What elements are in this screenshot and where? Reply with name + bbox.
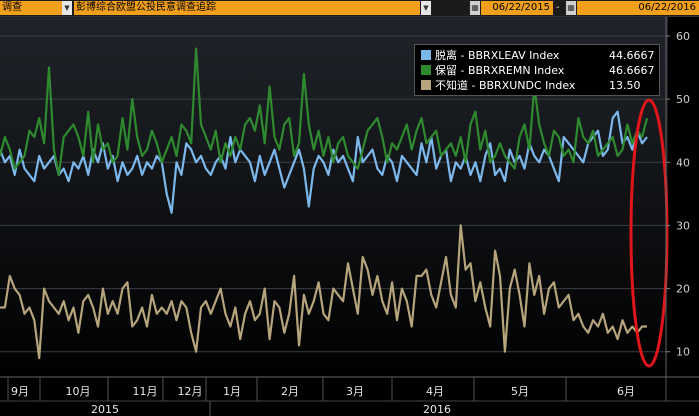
y-tick-label: 30 (676, 219, 690, 232)
legend-swatch-undecided (421, 80, 431, 90)
legend-label-remain: 保留 - BBRXREMN Index (435, 64, 565, 77)
x-tick-label: 4月 (426, 385, 444, 398)
x-tick-label: 11月 (133, 385, 158, 398)
x-tick-label: 5月 (511, 385, 529, 398)
x-tick-label: 12月 (178, 385, 203, 398)
x-tick-label: 9月 (11, 385, 29, 398)
y-tick-label: 10 (676, 346, 690, 359)
y-tick-label: 40 (676, 156, 690, 169)
series-line-2 (0, 224, 647, 360)
legend-item-leave[interactable]: 脱离 - BBRXLEAV Index 44.6667 (421, 48, 655, 63)
date-separator: - (556, 2, 560, 13)
legend-swatch-remain (421, 65, 431, 75)
legend-item-remain[interactable]: 保留 - BBRXREMN Index 46.6667 (421, 63, 655, 78)
legend-item-undecided[interactable]: 不知道 - BBRXUNDC Index 13.50 (421, 78, 641, 93)
legend-value-leave: 44.6667 (609, 49, 655, 62)
legend-value-remain: 46.6667 (609, 64, 655, 77)
legend-label-leave: 脱离 - BBRXLEAV Index (435, 49, 560, 62)
legend: 脱离 - BBRXLEAV Index 44.6667 保留 - BBRXREM… (414, 44, 660, 96)
end-calendar-icon[interactable]: ▦ (566, 1, 576, 15)
title-dropdown[interactable]: ▼ (421, 1, 431, 15)
title-field[interactable]: 彭博综合欧盟公投民意调查追踪 (74, 1, 420, 15)
x-tick-label: 6月 (617, 385, 635, 398)
start-calendar-icon[interactable]: ▦ (470, 1, 480, 15)
end-date-field[interactable]: 06/22/2016 (577, 1, 699, 15)
x-tick-label: 10月 (66, 385, 91, 398)
y-tick-label: 60 (676, 30, 690, 43)
legend-swatch-leave (421, 50, 431, 60)
ticker-field[interactable]: 调查 (0, 1, 62, 15)
x-tick-label: 1月 (223, 385, 241, 398)
x-year-label: 2015 (91, 403, 119, 416)
ticker-dropdown[interactable]: ▼ (62, 1, 72, 15)
legend-value-undecided: 13.50 (609, 79, 641, 92)
x-axis-band (0, 377, 699, 416)
legend-label-undecided: 不知道 - BBRXUNDC Index (435, 79, 576, 92)
y-axis: 10 20 30 40 50 60 (665, 17, 690, 377)
x-year-label: 2016 (423, 403, 451, 416)
top-bar: 调查 ▼ 彭博综合欧盟公投民意调查追踪 ▼ ▦ 06/22/2015 - ▦ 0… (0, 0, 699, 17)
series-line-0 (0, 110, 648, 214)
start-date-field[interactable]: 06/22/2015 (481, 1, 553, 15)
x-tick-label: 2月 (281, 385, 299, 398)
x-axis: 9月 10月 11月 12月 1月 2月 3月 4月 5月 6月 2015 2016 (0, 376, 699, 416)
x-tick-label: 3月 (346, 385, 364, 398)
y-tick-label: 50 (676, 93, 690, 106)
series-line-1 (0, 47, 649, 176)
y-tick-label: 20 (676, 283, 690, 296)
highlight-ellipse (629, 98, 669, 368)
series-lines (0, 47, 649, 360)
